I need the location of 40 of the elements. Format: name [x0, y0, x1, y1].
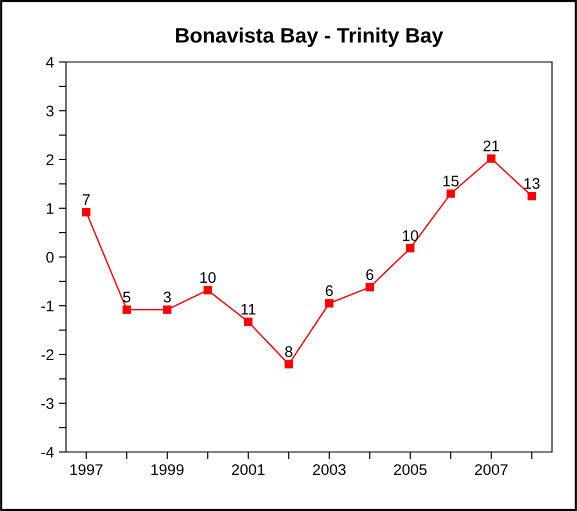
point [284, 360, 293, 368]
point [204, 286, 212, 294]
annotation: 6 [366, 269, 374, 280]
y-tick-label: 3 [46, 106, 54, 116]
point [244, 318, 252, 326]
y-tick-label: -3 [41, 398, 54, 409]
point [122, 305, 131, 314]
annotation: 11 [241, 304, 256, 314]
annotation: 10 [402, 230, 418, 242]
point [366, 283, 374, 292]
annotation: 5 [123, 292, 130, 302]
y-tick-label: 4 [46, 57, 54, 68]
point [487, 154, 496, 163]
point [82, 208, 90, 216]
x-tick-label: 2005 [394, 464, 427, 476]
x-tick-label: 2003 [313, 464, 346, 476]
point [163, 305, 172, 314]
point [325, 299, 334, 308]
y-tick-label: 0 [46, 252, 54, 263]
y-tick-label: -2 [41, 349, 54, 360]
annotation: 15 [443, 176, 459, 186]
x-tick-label: 1997 [70, 464, 102, 476]
annotation: 3 [164, 292, 171, 302]
annotation: 6 [326, 285, 333, 296]
y-tick-label: -1 [41, 300, 54, 312]
annotation: 8 [285, 346, 292, 358]
point [406, 244, 414, 252]
chart-title: Bonavista Bay - Trinity Bay [176, 27, 444, 47]
x-tick-label: 1999 [151, 464, 184, 476]
y-tick-label: -4 [41, 447, 54, 458]
annotation: 7 [82, 194, 90, 205]
x-tick-label: 2001 [232, 464, 264, 476]
annotation: 13 [524, 178, 540, 189]
annotation: 10 [200, 272, 216, 283]
y-tick-label: 1 [46, 203, 54, 214]
y-tick-label: 2 [46, 154, 54, 166]
point [446, 189, 455, 198]
point [528, 192, 536, 200]
x-tick-label: 2007 [475, 464, 508, 476]
annotation: 21 [484, 140, 499, 152]
